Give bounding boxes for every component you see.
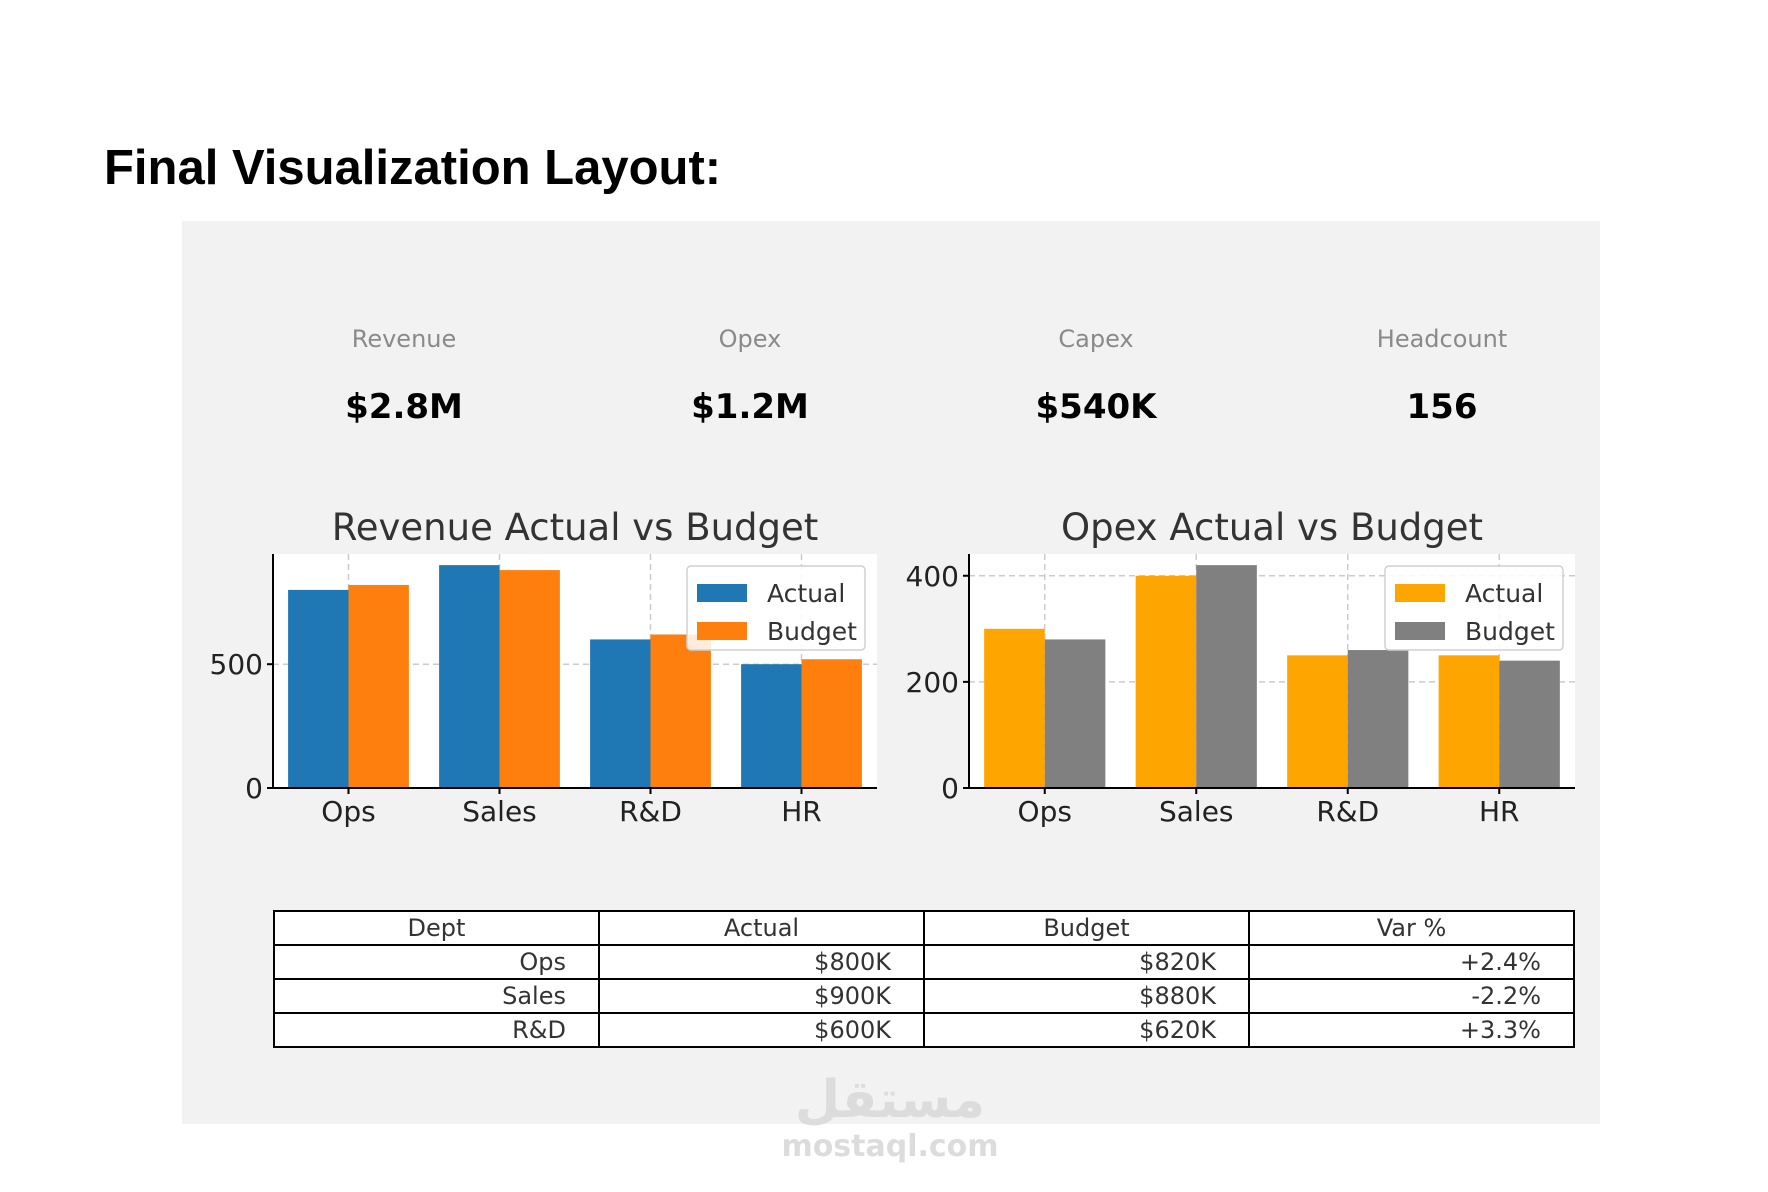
- bar-actual: [984, 628, 1045, 788]
- opex-bar-chart: Opex Actual vs Budget 0 200 400 Ops Sales R&D H…: [906, 506, 1575, 828]
- kpi-value: $2.8M: [345, 387, 463, 427]
- column-header-dept: Dept: [273, 910, 600, 946]
- bar-actual: [1287, 655, 1348, 788]
- chart-title: Revenue Actual vs Budget: [332, 506, 819, 549]
- revenue-bar-chart: Revenue Actual vs Budget 0 500 Ops Sales R&D H…: [210, 506, 877, 828]
- legend-label: Actual: [1465, 579, 1543, 608]
- y-tick-label: 500: [210, 648, 263, 681]
- table-cell: Sales: [273, 978, 600, 1014]
- table-cell: +3.3%: [1248, 1012, 1575, 1048]
- y-tick-label: 200: [906, 666, 959, 699]
- bar-budget: [499, 570, 560, 788]
- bar-budget: [1347, 650, 1409, 788]
- table-cell: $620K: [923, 1012, 1250, 1048]
- bar-actual: [1135, 575, 1197, 788]
- bar-actual: [439, 565, 500, 788]
- x-tick-label: Sales: [1159, 795, 1234, 828]
- kpi-label: Opex: [718, 325, 782, 353]
- chart-title: Opex Actual vs Budget: [1061, 506, 1483, 549]
- summary-table: Dept Actual Budget Var % Ops $800K $820K…: [273, 910, 1575, 1048]
- legend-label: Budget: [767, 617, 857, 646]
- bar-budget: [801, 659, 862, 788]
- table-cell: Ops: [273, 944, 600, 980]
- page-heading: Final Visualization Layout:: [104, 141, 722, 195]
- legend-swatch: [697, 584, 747, 602]
- x-tick-label: R&D: [1316, 795, 1379, 828]
- table-cell: $800K: [598, 944, 925, 980]
- table-row: Ops $800K $820K +2.4%: [273, 944, 1575, 980]
- x-tick-label: Ops: [1018, 795, 1072, 828]
- x-tick-label: HR: [781, 795, 822, 828]
- column-header-var: Var %: [1248, 910, 1575, 946]
- kpi-value: $1.2M: [691, 387, 809, 427]
- kpi-value: $540K: [1035, 387, 1157, 427]
- bar-budget: [1499, 660, 1560, 788]
- table-row: R&D $600K $620K +3.3%: [273, 1012, 1575, 1048]
- table-row: Sales $900K $880K -2.2%: [273, 978, 1575, 1014]
- table-cell: +2.4%: [1248, 944, 1575, 980]
- column-header-budget: Budget: [923, 910, 1250, 946]
- watermark-text: mostaql.com: [781, 1129, 999, 1164]
- y-tick-label: 400: [906, 560, 959, 593]
- x-tick-label: Sales: [462, 795, 537, 828]
- x-tick-label: R&D: [619, 795, 682, 828]
- watermark-logo: مستقل: [794, 1070, 986, 1130]
- kpi-label: Revenue: [351, 325, 457, 353]
- table-cell: -2.2%: [1248, 978, 1575, 1014]
- table-cell: $600K: [598, 1012, 925, 1048]
- kpi-value: 156: [1406, 387, 1478, 427]
- table-cell: $900K: [598, 978, 925, 1014]
- legend-label: Budget: [1465, 617, 1555, 646]
- legend: Actual Budget: [686, 565, 866, 651]
- bar-budget: [1044, 639, 1106, 788]
- bar-budget: [348, 584, 409, 788]
- y-tick-label: 0: [941, 772, 959, 805]
- bar-actual: [741, 664, 802, 788]
- table-header-row: Dept Actual Budget Var %: [273, 910, 1575, 946]
- bar-budget: [1196, 565, 1257, 788]
- legend-swatch: [1395, 622, 1445, 640]
- table-cell: R&D: [273, 1012, 600, 1048]
- x-tick-label: Ops: [321, 795, 375, 828]
- kpi-label: Headcount: [1376, 325, 1508, 353]
- legend-swatch: [697, 622, 747, 640]
- table-cell: $820K: [923, 944, 1250, 980]
- watermark: مستقل mostaql.com: [780, 1070, 1000, 1164]
- table-cell: $880K: [923, 978, 1250, 1014]
- legend-label: Actual: [767, 579, 845, 608]
- x-tick-label: HR: [1479, 795, 1520, 828]
- bar-actual: [1438, 655, 1500, 788]
- bar-actual: [288, 589, 349, 788]
- kpi-label: Capex: [1058, 325, 1134, 353]
- legend-swatch: [1395, 584, 1445, 602]
- y-tick-label: 0: [245, 772, 263, 805]
- bar-budget: [650, 634, 711, 788]
- bar-actual: [590, 639, 651, 788]
- legend: Actual Budget: [1384, 565, 1564, 651]
- column-header-actual: Actual: [598, 910, 925, 946]
